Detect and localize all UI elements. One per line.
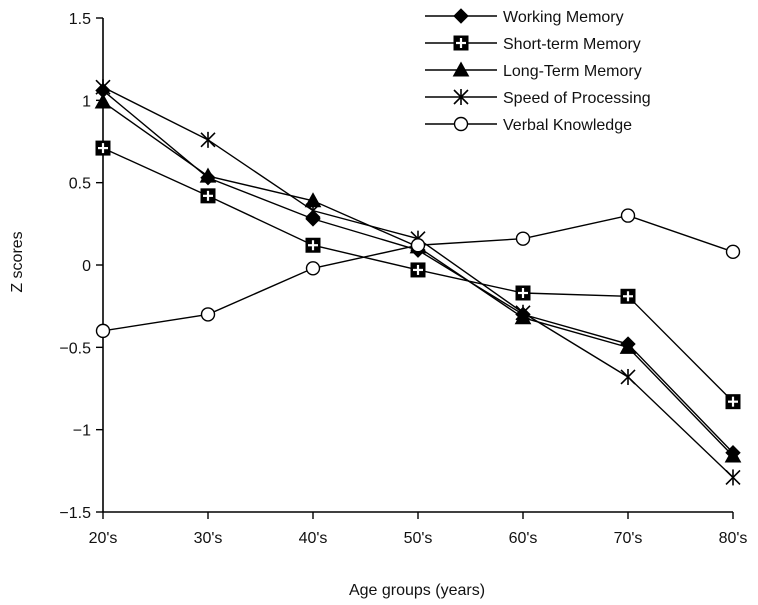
circle-marker-shape (305, 261, 321, 276)
y-axis-title: Z scores (9, 231, 26, 292)
triangle-marker-shape (94, 93, 112, 109)
legend-marker (452, 61, 470, 77)
data-point-verbal-knowledge (410, 238, 426, 253)
triangle-marker-shape (199, 167, 217, 183)
series-layer (94, 79, 742, 486)
x-tick-label: 80's (719, 530, 748, 547)
data-point-verbal-knowledge (620, 208, 636, 223)
y-tick-label: 1.5 (69, 11, 91, 28)
data-point-short-term-memory (305, 237, 321, 253)
series-speed-of-processing (95, 79, 741, 486)
data-point-long-term-memory (724, 447, 742, 463)
circle-marker-shape (95, 323, 111, 339)
data-point-speed-of-processing (305, 202, 321, 219)
triangle-marker-shape (452, 61, 470, 77)
y-tick-label: −1 (73, 423, 91, 440)
series-line-speed-of-processing (102, 86, 734, 478)
data-point-verbal-knowledge (95, 323, 111, 339)
series-short-term-memory (95, 140, 741, 410)
data-point-short-term-memory (620, 288, 636, 304)
legend-label: Long-Term Memory (503, 63, 642, 80)
triangle-marker-shape (619, 338, 637, 354)
x-tick-label: 30's (194, 530, 223, 547)
data-point-verbal-knowledge (305, 261, 321, 276)
diamond-marker-shape (453, 8, 469, 24)
x-tick-label: 60's (509, 530, 538, 547)
x-tick-label: 70's (614, 530, 643, 547)
diamond-marker-shape (305, 211, 321, 227)
y-tick-label: −0.5 (59, 340, 91, 357)
data-point-speed-of-processing (95, 79, 111, 96)
legend-marker (453, 8, 469, 24)
legend-label: Speed of Processing (503, 90, 651, 107)
circle-marker-shape (410, 238, 426, 253)
data-point-short-term-memory (200, 188, 216, 204)
y-tick-label: 0 (82, 258, 91, 275)
data-point-short-term-memory (725, 394, 741, 410)
circle-marker-shape (725, 244, 741, 260)
data-point-long-term-memory (199, 167, 217, 183)
data-point-speed-of-processing (725, 469, 741, 486)
data-point-short-term-memory (95, 140, 111, 156)
axes: −1.5 −1 −0.5 0 0.5 1 1.5 20's 30's 40's 50's 60's 70… (59, 11, 747, 547)
circle-marker-shape (620, 208, 636, 223)
data-point-short-term-memory (410, 262, 426, 278)
circle-marker-shape (515, 231, 531, 246)
data-point-long-term-memory (619, 338, 637, 354)
series-verbal-knowledge (95, 208, 741, 339)
data-point-speed-of-processing (620, 368, 636, 385)
x-tick-label: 20's (89, 530, 118, 547)
series-line-long-term-memory (102, 101, 734, 457)
legend-item-short-term-memory: Short-term Memory (425, 35, 641, 53)
data-point-long-term-memory (94, 93, 112, 109)
legend-label: Verbal Knowledge (503, 117, 632, 134)
data-point-speed-of-processing (200, 131, 216, 148)
legend-item-speed-of-processing: Speed of Processing (425, 89, 651, 107)
triangle-marker-shape (724, 447, 742, 463)
data-point-short-term-memory (515, 285, 531, 301)
data-point-verbal-knowledge (515, 231, 531, 246)
x-tick-label: 50's (404, 530, 433, 547)
y-tick-label: −1.5 (59, 505, 91, 522)
legend-item-long-term-memory: Long-Term Memory (425, 61, 642, 80)
legend-marker (453, 89, 469, 105)
data-point-working-memory (305, 211, 321, 227)
y-tick-label: 1 (82, 93, 91, 110)
legend-marker (453, 116, 469, 132)
x-axis-title: Age groups (years) (349, 582, 485, 599)
legend-label: Working Memory (503, 9, 624, 26)
legend-label: Short-term Memory (503, 36, 641, 53)
data-point-verbal-knowledge (725, 244, 741, 260)
legend-item-working-memory: Working Memory (425, 8, 624, 26)
data-point-speed-of-processing (515, 304, 531, 321)
data-point-verbal-knowledge (200, 307, 216, 322)
legend: Working Memory Short-term Memory Long-Term… (425, 8, 651, 134)
circle-marker-shape (453, 116, 469, 132)
y-tick-label: 0.5 (69, 176, 91, 193)
legend-item-verbal-knowledge: Verbal Knowledge (425, 116, 632, 134)
series-long-term-memory (94, 93, 742, 463)
x-tick-label: 40's (299, 530, 328, 547)
legend-marker (453, 35, 469, 51)
circle-marker-shape (200, 307, 216, 322)
